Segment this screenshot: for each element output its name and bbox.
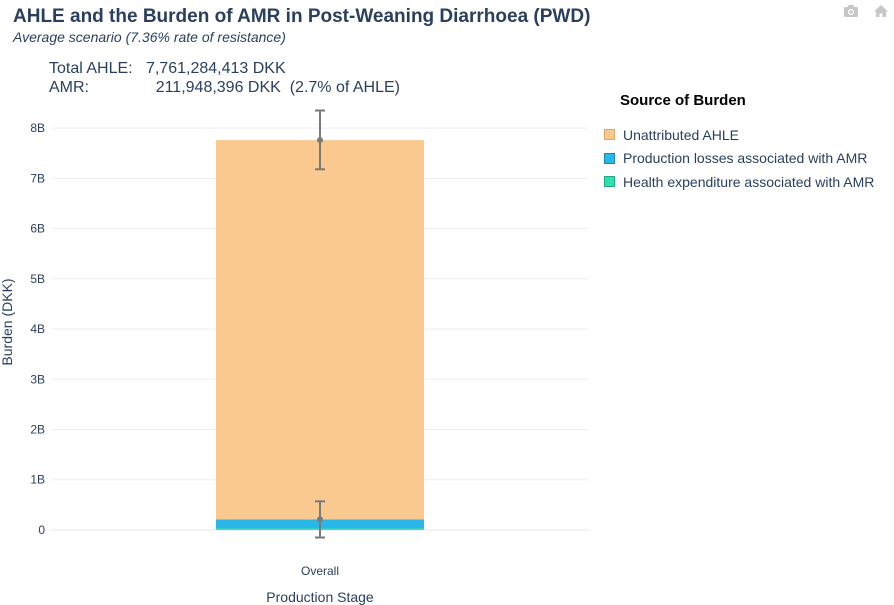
legend-swatch-production-losses bbox=[604, 152, 615, 164]
bars bbox=[216, 140, 424, 530]
amr-label: AMR: bbox=[49, 79, 89, 96]
axes: 0 1B 2B 3B 4B 5B 6B 7B 8B Overall Production Stage… bbox=[0, 121, 374, 605]
amr-line: AMR: 211,948,396 DKK (2.7% of AHLE) bbox=[49, 79, 400, 97]
y-axis-title: Burden (DKK) bbox=[0, 278, 15, 365]
home-icon[interactable] bbox=[872, 2, 890, 20]
y-tick-label: 7B bbox=[30, 171, 45, 185]
y-tick-label: 8B bbox=[30, 121, 45, 135]
chart-title: AHLE and the Burden of AMR in Post-Weani… bbox=[13, 6, 591, 27]
y-tick-label: 6B bbox=[30, 222, 45, 236]
legend-swatch-health-expenditure bbox=[604, 176, 615, 188]
legend-item-health-expenditure[interactable]: Health expenditure associated with AMR bbox=[604, 170, 874, 194]
y-tick-label: 3B bbox=[30, 372, 45, 386]
chart-subtitle: Average scenario (7.36% rate of resistan… bbox=[13, 29, 286, 45]
total-ahle-value: 7,761,284,413 DKK bbox=[145, 60, 286, 77]
legend-label-unattributed: Unattributed AHLE bbox=[623, 126, 739, 143]
legend-item-unattributed[interactable]: Unattributed AHLE bbox=[604, 123, 874, 147]
legend: Source of Burden Unattributed AHLE Produ… bbox=[604, 92, 874, 194]
modebar bbox=[842, 2, 890, 20]
amr-share: (2.7% of AHLE) bbox=[289, 79, 400, 96]
total-ahle-label: Total AHLE: bbox=[49, 60, 133, 77]
bar-segment bbox=[216, 140, 424, 520]
camera-icon[interactable] bbox=[842, 2, 860, 20]
y-tick-label: 1B bbox=[30, 473, 45, 487]
legend-label-health-expenditure: Health expenditure associated with AMR bbox=[623, 173, 875, 190]
legend-swatch-unattributed bbox=[604, 129, 615, 141]
error-bar-point bbox=[317, 516, 323, 523]
legend-title: Source of Burden bbox=[620, 92, 746, 109]
legend-label-production-losses: Production losses associated with AMR bbox=[623, 150, 868, 167]
legend-item-production-losses[interactable]: Production losses associated with AMR bbox=[604, 147, 874, 171]
total-ahle-line: Total AHLE: 7,761,284,413 DKK bbox=[49, 60, 286, 78]
y-tick-label: 5B bbox=[30, 272, 45, 286]
y-tick-label: 4B bbox=[30, 322, 45, 336]
amr-value: 211,948,396 DKK bbox=[155, 79, 281, 96]
y-tick-label: 2B bbox=[30, 422, 45, 436]
error-bar-point bbox=[317, 137, 323, 144]
y-tick-label: 0 bbox=[38, 523, 45, 537]
x-tick-label: Overall bbox=[301, 564, 339, 578]
error-bars bbox=[315, 109, 325, 539]
x-axis-title: Production Stage bbox=[266, 589, 374, 605]
